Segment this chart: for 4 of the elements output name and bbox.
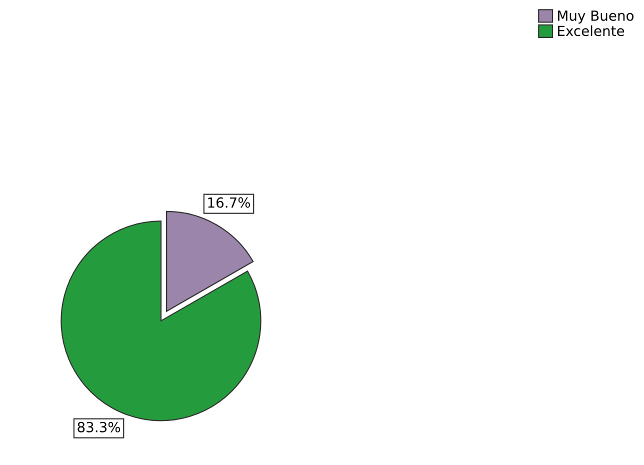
- legend-label: Excelente: [558, 25, 624, 36]
- data-label: 83.3%: [78, 422, 120, 432]
- data-label: 16.7%: [208, 197, 250, 208]
- legend-label: Muy Bueno: [558, 10, 634, 24]
